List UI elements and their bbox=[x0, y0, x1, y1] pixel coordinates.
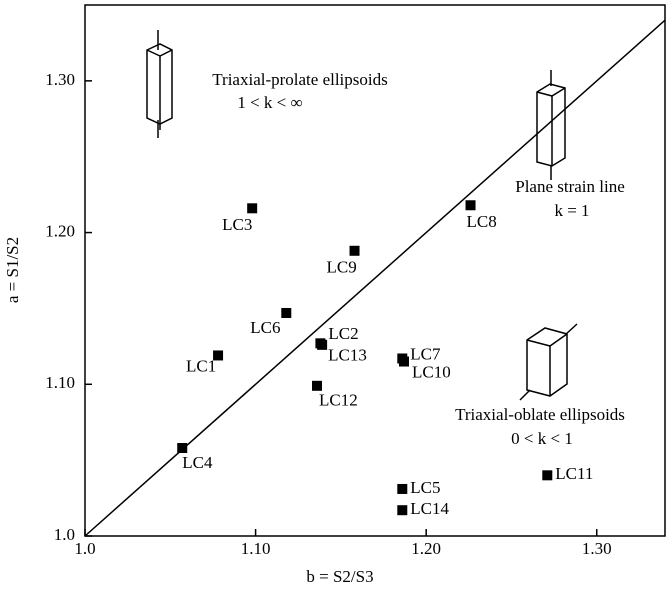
prolate-icon bbox=[146, 30, 173, 138]
annotation: 0 < k < 1 bbox=[511, 429, 573, 448]
y-tick-label: 1.20 bbox=[45, 221, 75, 240]
point bbox=[317, 339, 328, 350]
point-label: LC13 bbox=[328, 346, 367, 365]
point-label: LC3 bbox=[222, 215, 252, 234]
point-label: LC11 bbox=[555, 464, 593, 483]
annotation: 1 < k < ∞ bbox=[237, 93, 302, 112]
plot-frame bbox=[84, 4, 666, 537]
point-label: LC1 bbox=[186, 356, 216, 375]
point bbox=[177, 443, 188, 454]
point bbox=[465, 200, 476, 211]
point bbox=[397, 483, 408, 494]
point-label: LC14 bbox=[410, 499, 449, 518]
point-label: LC4 bbox=[182, 453, 213, 472]
point-label: LC5 bbox=[410, 478, 440, 497]
annotation: Plane strain line bbox=[515, 177, 625, 196]
point-label: LC9 bbox=[327, 258, 357, 277]
point bbox=[542, 470, 553, 481]
point bbox=[397, 505, 408, 516]
point-label: LC10 bbox=[412, 362, 451, 381]
point bbox=[312, 380, 322, 391]
y-tick-label: 1.10 bbox=[45, 373, 75, 392]
y-tick-label: 1.30 bbox=[45, 70, 75, 89]
annotation: k = 1 bbox=[554, 201, 589, 220]
x-tick-label: 1.30 bbox=[582, 539, 612, 558]
point bbox=[399, 356, 409, 367]
annotation: Triaxial-oblate ellipsoids bbox=[455, 405, 625, 424]
plane-strain-icon bbox=[536, 70, 566, 180]
point bbox=[349, 245, 360, 256]
x-axis-label: b = S2/S3 bbox=[306, 567, 373, 586]
point bbox=[247, 203, 258, 214]
point-label: LC7 bbox=[410, 344, 441, 363]
point-label: LC6 bbox=[250, 318, 280, 337]
point bbox=[281, 307, 292, 318]
annotation: Triaxial-prolate ellipsoids bbox=[212, 70, 388, 89]
point-label: LC12 bbox=[319, 391, 358, 410]
oblate-icon bbox=[519, 323, 578, 401]
point-label: LC2 bbox=[328, 324, 358, 343]
point-label: LC8 bbox=[467, 212, 497, 231]
point bbox=[213, 350, 224, 361]
x-tick-label: 1.0 bbox=[74, 539, 95, 558]
x-tick-label: 1.20 bbox=[411, 539, 441, 558]
y-axis-label: a = S1/S2 bbox=[3, 237, 22, 303]
y-tick-label: 1.0 bbox=[54, 525, 75, 544]
x-tick-label: 1.10 bbox=[241, 539, 271, 558]
